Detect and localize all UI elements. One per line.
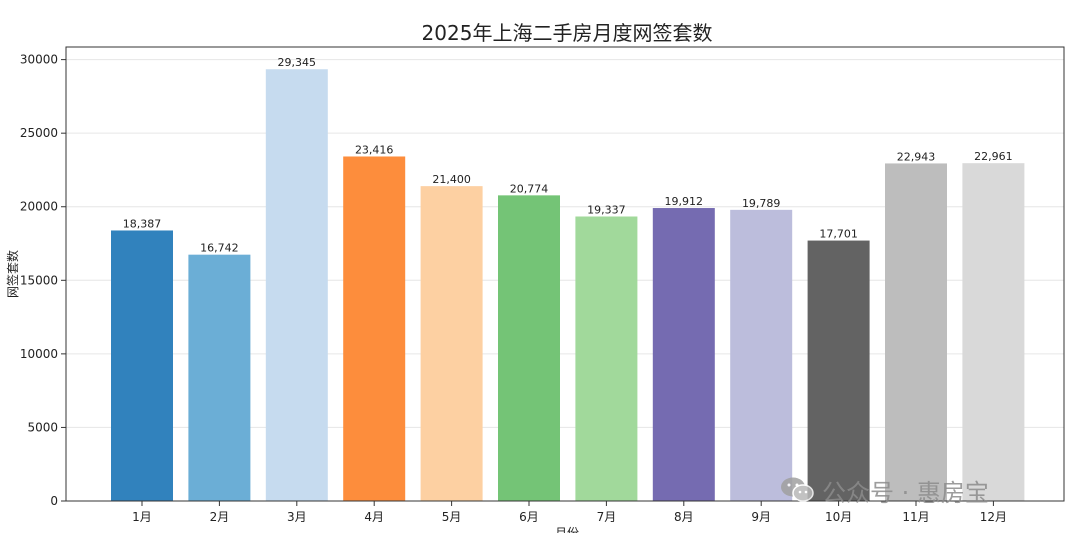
x-axis-label: 月份 bbox=[555, 526, 579, 533]
bar bbox=[962, 163, 1025, 501]
bar bbox=[575, 216, 638, 502]
bar bbox=[807, 240, 870, 501]
data-label: 22,961 bbox=[974, 150, 1013, 163]
data-label: 21,400 bbox=[432, 173, 471, 186]
watermark: 公众号 · 惠房宝 bbox=[780, 470, 989, 510]
y-axis-label: 网签套数 bbox=[5, 250, 20, 298]
data-label: 16,742 bbox=[200, 242, 239, 255]
x-tick-label: 8月 bbox=[674, 510, 694, 524]
x-tick-label: 4月 bbox=[364, 510, 384, 524]
chart-title: 2025年上海二手房月度网签套数 bbox=[422, 21, 713, 45]
x-tick-label: 7月 bbox=[597, 510, 617, 524]
bar bbox=[498, 195, 560, 501]
y-tick-label: 15000 bbox=[20, 273, 58, 287]
x-tick-label: 6月 bbox=[519, 510, 539, 524]
bar bbox=[188, 254, 251, 501]
data-label: 17,701 bbox=[819, 228, 858, 241]
plot-frame bbox=[65, 46, 1065, 502]
data-label: 29,345 bbox=[278, 56, 317, 69]
x-tick-label: 5月 bbox=[442, 510, 462, 524]
y-axis: 0 5000 10000 15000 20000 25000 30000 bbox=[20, 53, 66, 508]
data-label: 19,789 bbox=[742, 197, 781, 210]
bar bbox=[730, 209, 793, 502]
y-tick-label: 10000 bbox=[20, 347, 58, 361]
x-tick-label: 11月 bbox=[902, 510, 929, 524]
data-label: 19,912 bbox=[665, 195, 704, 208]
y-tick-label: 20000 bbox=[20, 200, 58, 214]
bar bbox=[652, 208, 715, 502]
bar bbox=[343, 156, 406, 501]
data-label: 22,943 bbox=[897, 150, 936, 163]
wechat-icon bbox=[781, 477, 814, 502]
x-axis: 1月 2月 3月 4月 5月 6月 7月 8月 9月 10月 11月 12月 bbox=[132, 501, 1007, 524]
data-label: 18,387 bbox=[123, 217, 162, 230]
data-label: 19,337 bbox=[587, 203, 626, 216]
y-tick-label: 25000 bbox=[20, 126, 58, 140]
x-tick-label: 2月 bbox=[210, 510, 230, 524]
x-tick-label: 10月 bbox=[825, 510, 852, 524]
y-tick-label: 5000 bbox=[27, 420, 58, 434]
x-tick-label: 9月 bbox=[751, 510, 771, 524]
bar bbox=[265, 69, 328, 501]
data-label: 23,416 bbox=[355, 143, 394, 156]
bar bbox=[420, 186, 483, 502]
bar bbox=[111, 230, 173, 501]
bar bbox=[885, 163, 947, 501]
bars bbox=[111, 69, 1025, 502]
x-tick-label: 1月 bbox=[132, 510, 152, 524]
x-tick-label: 12月 bbox=[980, 510, 1007, 524]
data-labels: 18,387 16,742 29,345 23,416 21,400 20,774 19,3… bbox=[123, 56, 1013, 254]
data-label: 20,774 bbox=[510, 182, 549, 195]
y-tick-label: 0 bbox=[50, 494, 58, 508]
x-tick-label: 3月 bbox=[287, 510, 307, 524]
watermark-text: 公众号 · 惠房宝 bbox=[822, 478, 989, 507]
y-tick-label: 30000 bbox=[20, 53, 58, 67]
